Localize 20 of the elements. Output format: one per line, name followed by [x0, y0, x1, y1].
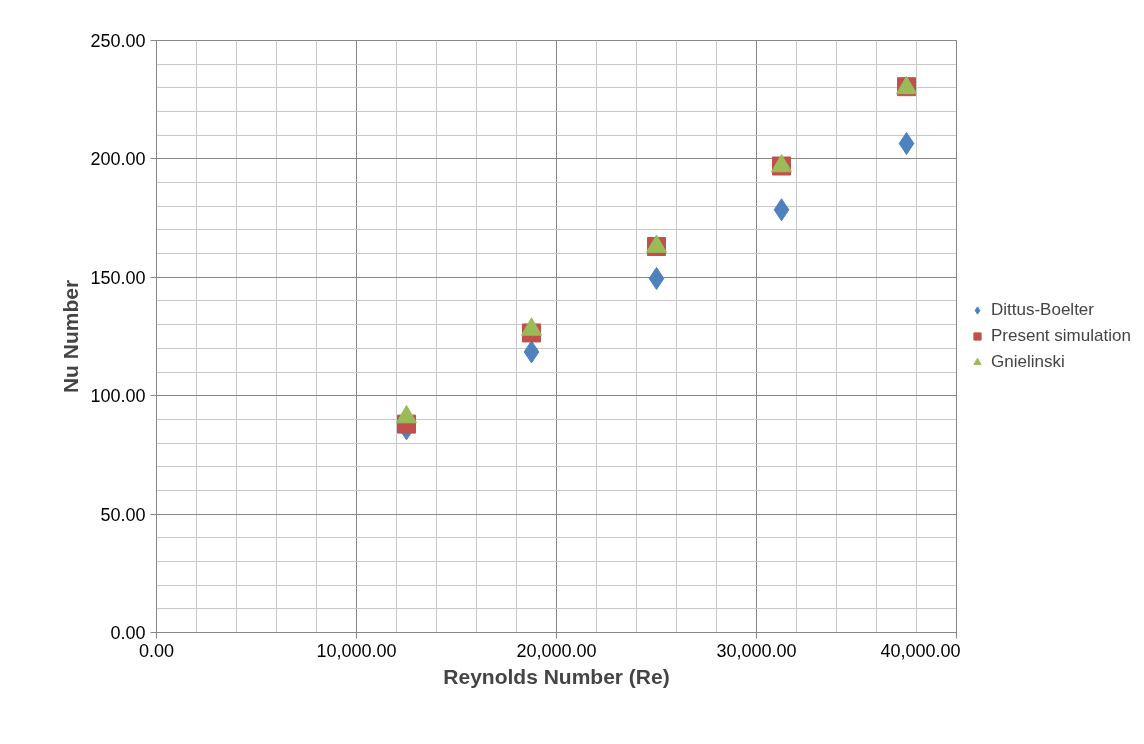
x-tick-label: 10,000.00 — [316, 640, 397, 661]
legend-label: Gnielinski — [991, 352, 1065, 372]
x-tick-label: 0.00 — [138, 640, 175, 661]
x-tick-label: 30,000.00 — [716, 640, 797, 661]
point — [773, 198, 790, 222]
y-tick-label: 100.00 — [90, 386, 146, 407]
y-tick-label: 0.00 — [110, 623, 146, 643]
y-tick-label: 150.00 — [90, 267, 146, 288]
x-tick-label: 40,000.00 — [880, 640, 961, 661]
y-tick-label: 250.00 — [90, 31, 146, 51]
x-axis-title: Reynolds Number (Re) — [443, 664, 670, 688]
y-axis-title: Nu Number — [59, 279, 83, 394]
point — [523, 340, 540, 364]
point — [898, 132, 915, 156]
legend-label: Dittus-Boelter — [991, 300, 1094, 320]
y-tick-label: 200.00 — [90, 149, 146, 170]
y-tick-label: 50.00 — [100, 504, 146, 525]
legend-label: Present simulation — [991, 326, 1131, 346]
point — [648, 266, 665, 290]
x-tick-label: 20,000.00 — [516, 640, 597, 661]
